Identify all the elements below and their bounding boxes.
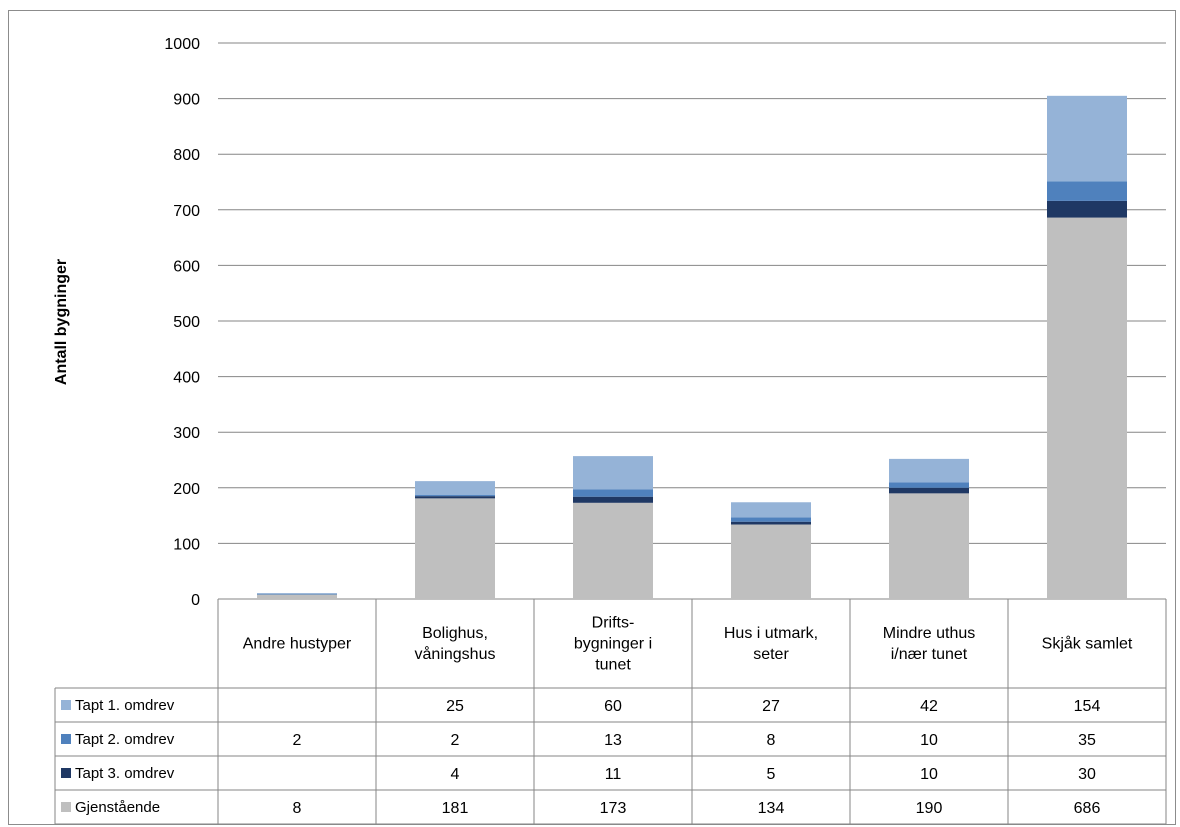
- legend-key: [61, 734, 71, 744]
- y-tick-label: 800: [173, 147, 200, 164]
- category-label: Skjåk samlet: [1042, 635, 1133, 653]
- y-tick-label: 500: [173, 314, 200, 331]
- category-label: Andre hustyper: [243, 636, 352, 653]
- y-tick-label: 400: [173, 370, 200, 387]
- bar-segment: [257, 594, 337, 599]
- category-label: i/nær tunet: [891, 646, 968, 663]
- y-tick-label: 1000: [164, 36, 200, 53]
- bar-segment: [573, 489, 653, 497]
- category-label: seter: [753, 646, 789, 663]
- legend-label: Tapt 1. omdrev: [75, 697, 175, 714]
- bar-segment: [889, 482, 969, 488]
- legend-label: Gjenstående: [75, 799, 160, 816]
- bar-segment: [731, 521, 811, 525]
- data-table-value: 27: [762, 698, 780, 715]
- y-axis-title: Antall bygninger: [53, 259, 70, 385]
- data-table-value: 42: [920, 698, 938, 715]
- legend-key: [61, 802, 71, 812]
- category-label: våningshus: [415, 645, 496, 663]
- data-table-value: 686: [1074, 800, 1101, 817]
- y-tick-label: 900: [173, 92, 200, 109]
- bar-segment: [889, 487, 969, 494]
- legend-label: Tapt 3. omdrev: [75, 765, 175, 782]
- data-table-value: 8: [293, 800, 302, 817]
- bar-segment: [731, 517, 811, 522]
- data-table-value: 2: [451, 732, 460, 749]
- legend-key: [61, 700, 71, 710]
- bar-segment: [889, 458, 969, 483]
- data-table-value: 60: [604, 698, 622, 715]
- y-tick-label: 600: [173, 258, 200, 275]
- y-tick-label: 100: [173, 536, 200, 553]
- legend-key: [61, 768, 71, 778]
- data-table-value: 13: [604, 732, 622, 749]
- bar-segment: [415, 495, 495, 497]
- bar-segment: [415, 498, 495, 599]
- bar-segment: [415, 481, 495, 496]
- bar-segment: [1047, 200, 1127, 218]
- bar-segment: [731, 524, 811, 599]
- bar-segment: [573, 502, 653, 599]
- data-table-value: 2: [293, 732, 302, 749]
- category-label: tunet: [595, 657, 631, 674]
- bar-segment: [1047, 95, 1127, 182]
- data-table-value: 154: [1074, 698, 1101, 715]
- y-tick-label: 0: [191, 592, 200, 609]
- y-tick-label: 200: [173, 481, 200, 498]
- data-table-value: 25: [446, 698, 464, 715]
- y-tick-label: 700: [173, 203, 200, 220]
- data-table-value: 190: [916, 800, 943, 817]
- legend-label: Tapt 2. omdrev: [75, 731, 175, 748]
- data-table-value: 8: [767, 732, 776, 749]
- data-table-value: 173: [600, 800, 627, 817]
- data-table-value: 30: [1078, 766, 1096, 783]
- bar-segment: [1047, 181, 1127, 201]
- data-table-value: 11: [605, 766, 622, 783]
- y-tick-label: 300: [173, 425, 200, 442]
- bar-segment: [573, 496, 653, 503]
- bar-segment: [1047, 217, 1127, 600]
- data-table-value: 181: [442, 800, 469, 817]
- bar-segment: [257, 593, 337, 595]
- data-table-value: 5: [767, 766, 776, 783]
- data-table-value: 4: [451, 766, 460, 783]
- category-label: Drifts-: [592, 615, 635, 632]
- bar-segment: [573, 456, 653, 490]
- bar-segment: [889, 493, 969, 599]
- data-table-value: 10: [920, 732, 938, 749]
- bar-segment: [731, 502, 811, 518]
- category-label: Bolighus,: [422, 625, 488, 642]
- data-table-value: 10: [920, 766, 938, 783]
- data-table-value: 35: [1078, 732, 1096, 749]
- data-table-value: 134: [758, 800, 785, 817]
- category-label: Hus i utmark,: [724, 625, 818, 642]
- category-label: Mindre uthus: [883, 625, 976, 642]
- bar-segment: [415, 496, 495, 499]
- category-label: bygninger i: [574, 636, 652, 653]
